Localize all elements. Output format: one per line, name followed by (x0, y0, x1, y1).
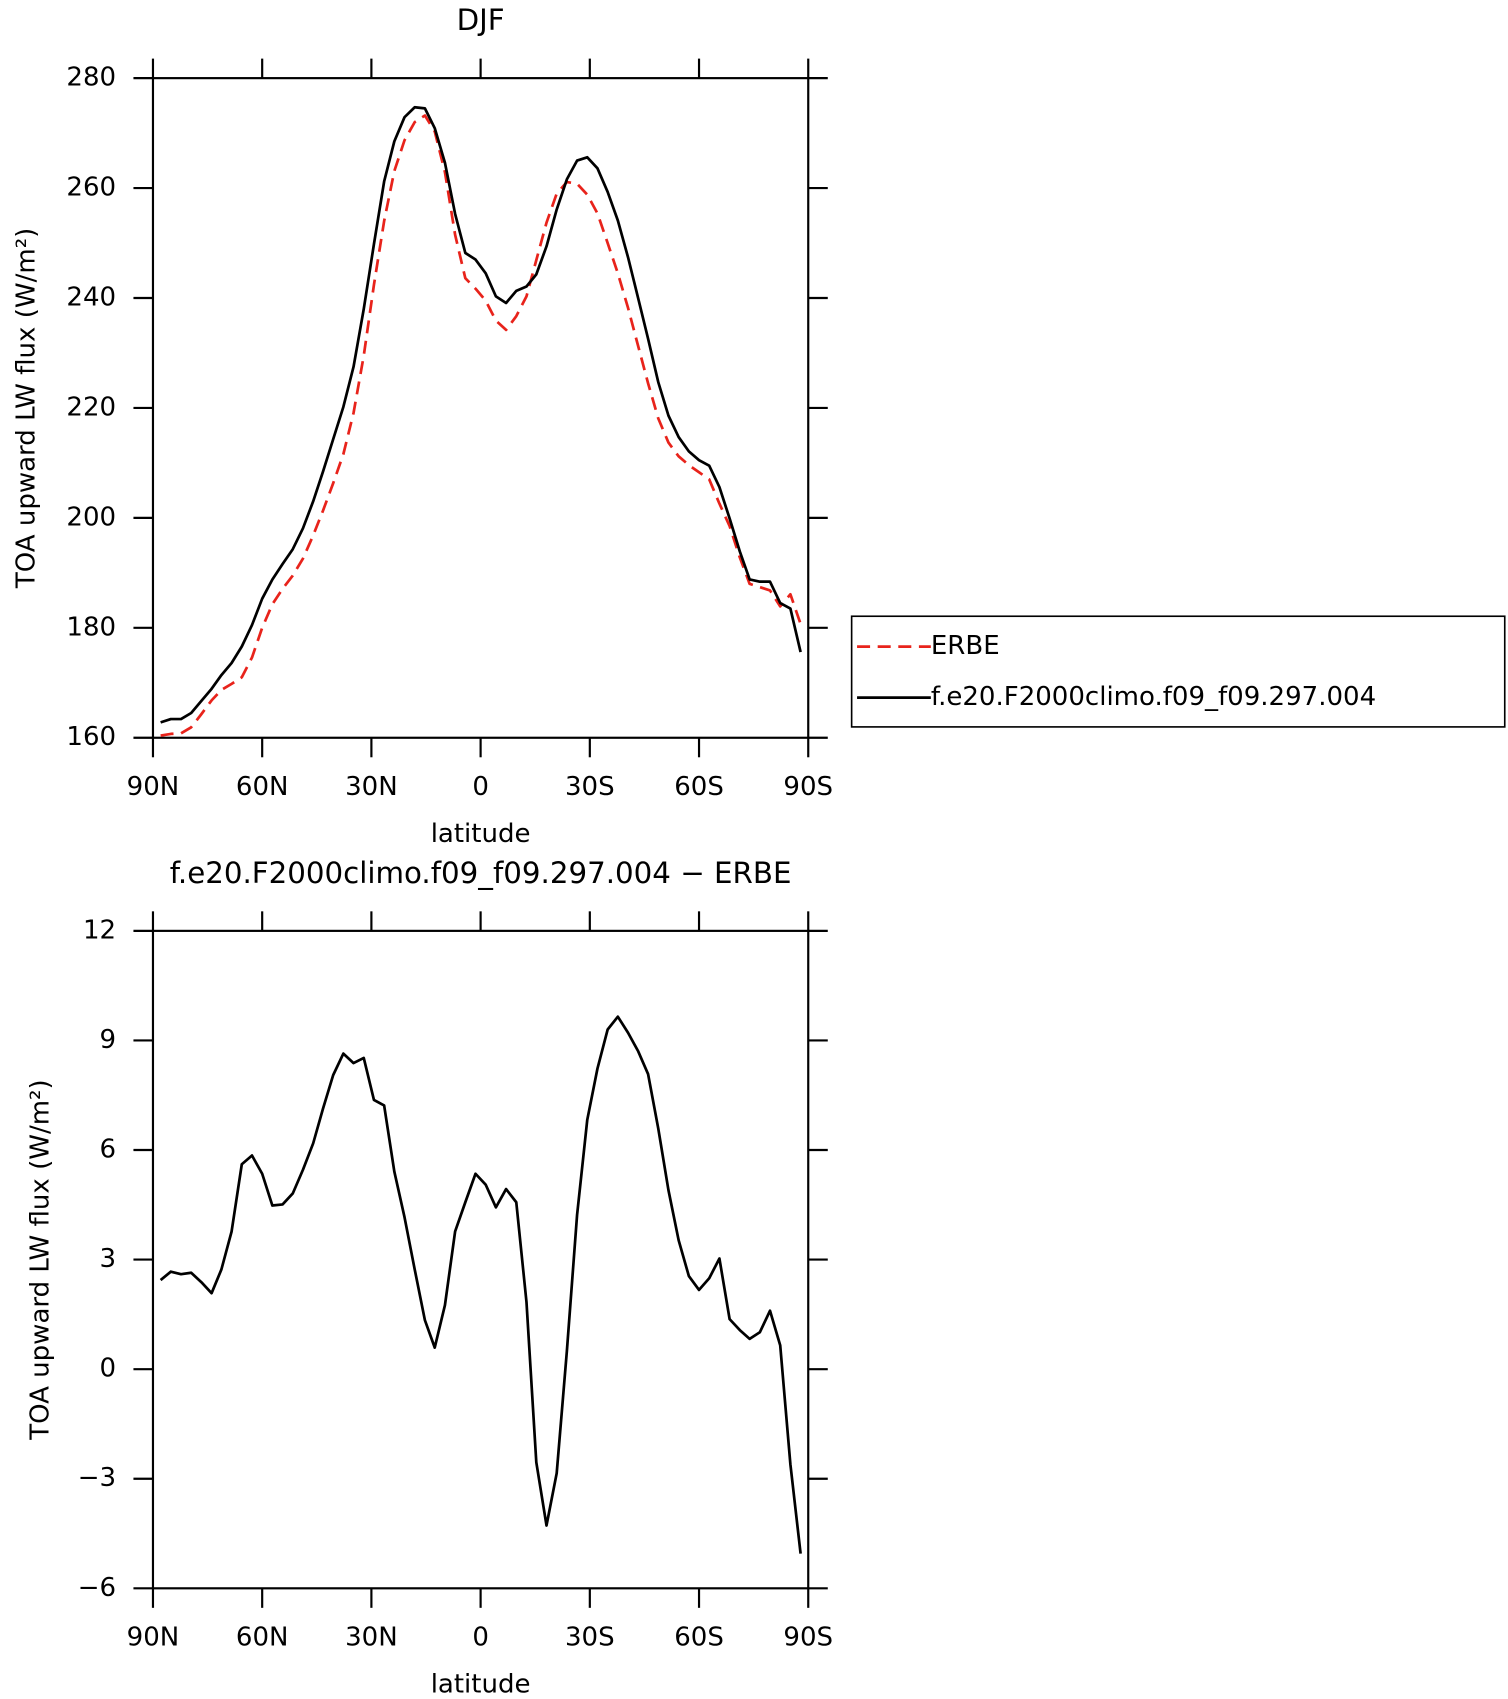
data-line (160, 105, 802, 724)
x-tick-label: 0 (472, 1623, 489, 1653)
y-axis-label: TOA upward LW flux (W/m²) (26, 1079, 56, 1440)
y-tick-label: −3 (78, 1463, 116, 1493)
x-tick-label: 30S (565, 772, 615, 802)
y-tick-label: 6 (100, 1135, 117, 1165)
x-tick-label: 0 (472, 772, 489, 802)
x-axis-label: latitude (431, 1669, 531, 1699)
data-line (159, 1015, 802, 1554)
y-tick-label: 0 (100, 1354, 117, 1384)
x-tick-label: 90S (783, 772, 833, 802)
y-tick-label: 3 (100, 1244, 117, 1274)
y-tick-label: 240 (66, 283, 116, 313)
y-tick-label: 9 (100, 1025, 117, 1055)
x-tick-label: 60S (674, 1623, 724, 1653)
y-tick-label: 220 (66, 392, 116, 422)
chart-title: DJF (457, 3, 505, 37)
y-tick-label: 12 (83, 915, 116, 945)
y-tick-label: −6 (78, 1573, 116, 1603)
plot-frame (151, 77, 810, 739)
y-tick-label: 200 (66, 502, 116, 532)
legend-label: f.e20.F2000climo.f09_f09.297.004 (931, 682, 1376, 712)
y-axis-label: TOA upward LW flux (W/m²) (12, 228, 42, 589)
y-tick-label: 280 (66, 63, 116, 93)
chart-title: f.e20.F2000climo.f09_f09.297.004 − ERBE (170, 856, 792, 890)
x-tick-label: 60N (236, 772, 289, 802)
legend-label: ERBE (931, 631, 1000, 661)
x-tick-label: 90N (127, 1623, 180, 1653)
x-tick-label: 60S (674, 772, 724, 802)
x-axis-label: latitude (431, 819, 531, 849)
x-tick-label: 60N (236, 1623, 289, 1653)
x-tick-label: 30N (345, 772, 398, 802)
legend-box (850, 615, 1506, 728)
y-tick-label: 260 (66, 173, 116, 203)
x-tick-label: 30S (565, 1623, 615, 1653)
y-tick-label: 180 (66, 612, 116, 642)
x-tick-label: 90S (783, 1623, 833, 1653)
x-tick-label: 30N (345, 1623, 398, 1653)
x-tick-label: 90N (127, 772, 180, 802)
y-tick-label: 160 (66, 722, 116, 752)
plot-frame (151, 929, 810, 1590)
data-line (160, 114, 802, 737)
